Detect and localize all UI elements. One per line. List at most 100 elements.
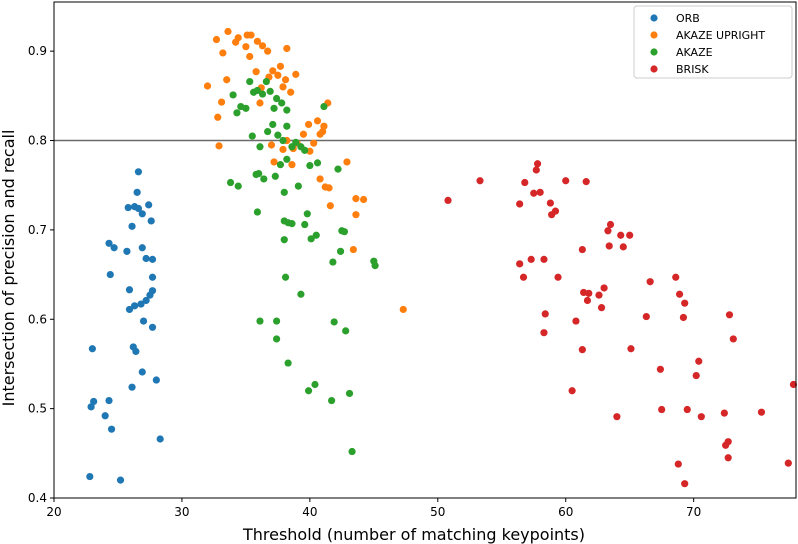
data-point [299,130,308,138]
plot-area [54,2,796,498]
data-point [283,44,291,53]
data-point [606,220,615,229]
data-point [681,480,689,488]
legend-box [633,5,793,79]
data-point [342,327,350,335]
data-point [269,120,277,129]
y-axis-label: Intersection of precision and recall [0,130,18,407]
data-point [541,310,549,318]
data-point [536,188,544,196]
data-point [139,317,148,325]
legend-marker [650,14,658,22]
data-point [215,142,223,150]
data-point [530,189,538,197]
data-point [287,88,295,96]
data-point [595,291,603,299]
data-point [105,396,113,405]
data-point [148,323,157,331]
data-point [352,195,360,203]
data-point [724,454,732,462]
data-point [306,161,314,170]
data-point [283,106,291,114]
data-point [683,405,691,414]
data-point [304,387,313,395]
data-point [279,136,287,145]
data-point [106,270,114,279]
data-point [125,286,134,294]
data-point [540,255,548,263]
legend-marker [650,31,658,39]
data-point [234,182,242,190]
data-point [546,199,554,207]
data-point [325,184,333,192]
data-point [349,245,357,254]
legend: ORB AKAZE UPRIGHT AKAZE BRISK [633,5,793,79]
data-point [138,368,146,376]
data-point [125,305,134,314]
data-point [274,131,282,139]
data-point [301,220,309,229]
data-point [310,139,318,147]
data-point [217,98,226,106]
series-brisk [444,160,798,488]
legend-label: AKAZE [676,46,713,59]
data-point [585,289,593,297]
data-point [313,117,322,125]
data-point [533,160,542,168]
data-point [312,231,320,239]
x-tick-label: 30 [174,505,189,519]
data-points [86,27,798,488]
data-point [681,299,689,307]
data-point [720,409,728,417]
data-point [258,42,267,50]
data-point [597,304,606,312]
data-point [130,302,139,310]
x-tick-label: 20 [46,505,61,519]
data-point [148,255,157,263]
data-point [292,70,300,78]
data-point [626,231,634,239]
data-point [281,273,290,281]
data-point [214,113,222,121]
data-point [313,159,322,167]
data-point [256,317,264,325]
data-point [247,31,255,39]
data-point [399,305,407,314]
data-point [627,345,635,353]
data-point [124,203,132,212]
data-point [303,210,311,218]
data-point [334,165,342,173]
data-point [223,76,231,84]
data-point [90,397,98,406]
data-point [582,178,590,186]
data-point [554,273,562,281]
data-point [329,258,337,266]
legend-label: ORB [676,12,700,25]
data-point [328,396,336,405]
data-point [229,91,237,99]
data-point [729,335,737,343]
data-point [330,318,338,326]
data-point [583,296,592,305]
data-point [613,413,621,421]
data-point [697,413,705,421]
data-point [371,262,379,270]
data-point [152,376,160,384]
data-point [516,200,524,208]
data-point [274,71,282,79]
data-point [345,389,354,398]
data-point [242,43,250,51]
data-point [269,67,277,75]
data-point [279,145,287,154]
data-point [147,217,155,225]
data-point [519,273,528,281]
data-point [476,177,484,185]
data-point [604,227,612,235]
x-tick-label: 60 [558,505,573,519]
data-point [316,175,324,183]
data-point [262,77,270,86]
data-point [307,235,315,243]
data-point [301,146,309,154]
data-point [128,222,136,230]
data-point [679,313,688,322]
